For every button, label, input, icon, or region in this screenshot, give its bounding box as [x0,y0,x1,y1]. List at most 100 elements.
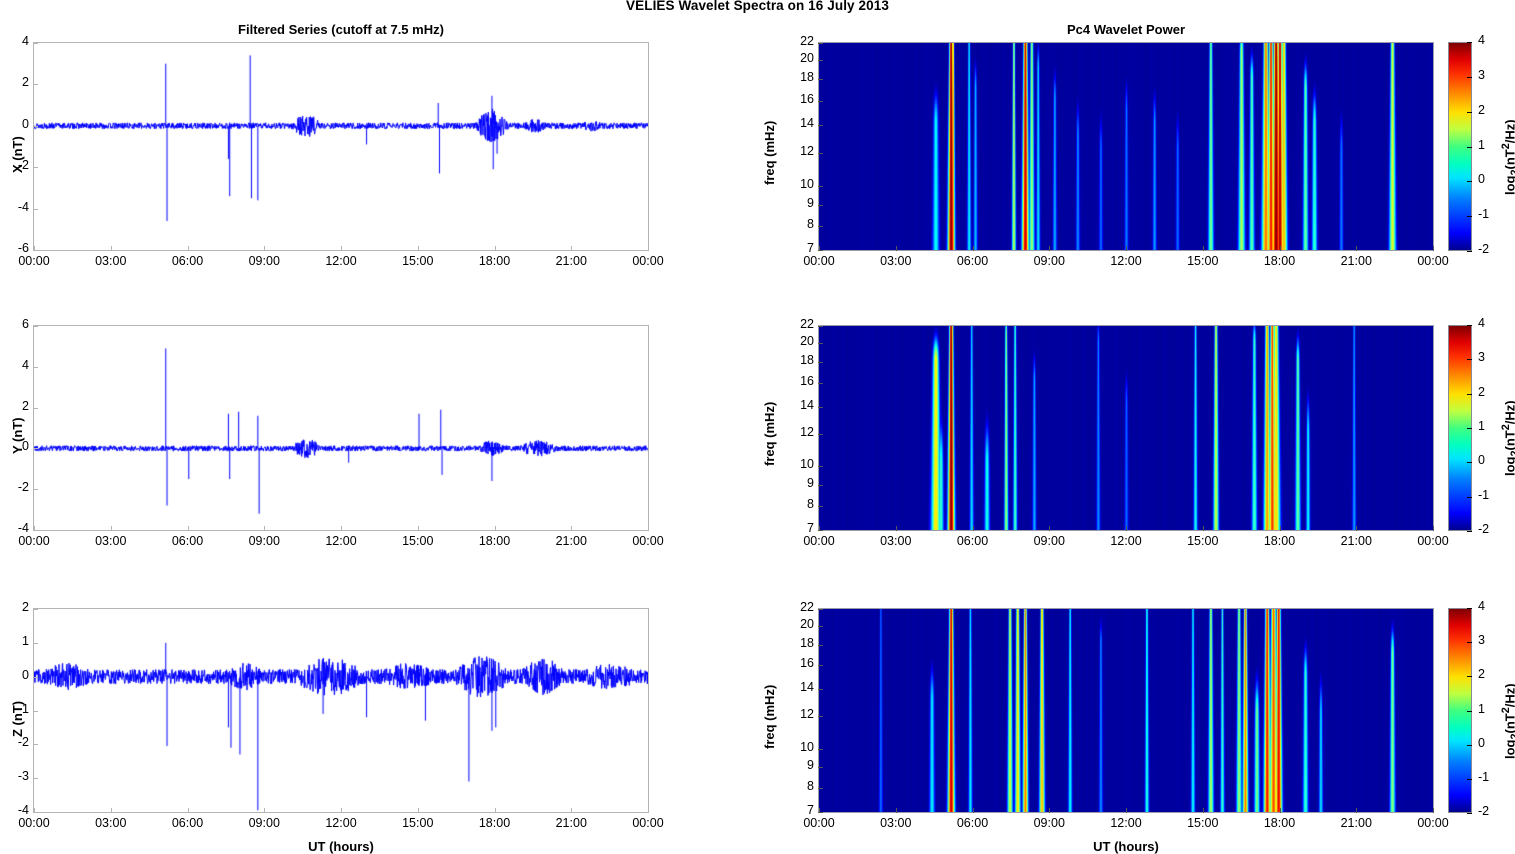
right-column-title: Pc4 Wavelet Power [1066,22,1185,37]
ftick-mark [818,748,823,750]
colorbar-tick-X-1: 1 [1478,137,1485,152]
ylabel-Y: Y (nT) [10,417,25,454]
xtick-mark [341,526,342,531]
xtick-mark [1202,246,1204,251]
ftick-label-Z-16: 16 [800,656,814,671]
xtick-label-09:00: 09:00 [248,816,280,830]
ftick-mark [818,716,823,718]
ytick-label-X-0: 0 [22,116,29,131]
ftick-mark [818,100,823,102]
ftick-label-X-22: 22 [800,34,814,48]
xlabel-right-column: UT (hours) [1093,839,1159,854]
xtick-mark [571,526,573,531]
ytick-mark [33,642,38,644]
xtick-label-06:00: 06:00 [171,254,204,268]
colorbar-tick-mark [1467,778,1472,780]
ytick-label-Y-4: 4 [22,357,29,372]
colorbar-label-Y: log2(nT2/Hz) [1500,400,1515,476]
colorbar-tick-mark [1467,146,1472,148]
xtick-mark [187,526,189,531]
xtick-mark [1049,526,1051,531]
xtick-mark [1126,808,1127,813]
xtick-mark [819,808,820,813]
ytick-mark [33,250,38,251]
xtick-label-21:00: 21:00 [555,534,587,548]
colorbar-tick-X--2: -2 [1478,242,1490,256]
xtick-mark [110,808,112,813]
xtick-label-15:00: 15:00 [402,534,434,548]
xtick-mark [1279,808,1281,813]
xtick-mark [819,526,820,531]
xtick-label-spec-12:00: 12:00 [1110,816,1142,830]
ftick-mark [818,812,823,813]
ftick-mark [818,225,823,227]
ftick-mark [818,185,823,187]
colorbar-tick-Y-0: 0 [1478,453,1485,468]
xtick-mark [1356,246,1358,251]
ftick-mark [818,250,823,251]
colorbar-label-X: log2(nT2/Hz) [1500,118,1515,195]
ftick-label-X-20: 20 [800,51,814,66]
xtick-label-spec-06:00: 06:00 [956,816,989,830]
ftick-label-Z-22: 22 [800,600,814,614]
xtick-label-spec-09:00: 09:00 [1033,534,1065,548]
xtick-label-spec-09:00: 09:00 [1033,254,1065,268]
xtick-label-21:00: 21:00 [555,254,587,268]
ytick-mark [33,407,38,409]
ytick-label-Z-1: 1 [22,633,29,648]
ftick-mark [818,79,823,81]
xtick-mark [1126,526,1127,531]
ytick-mark [33,43,38,44]
spectrogram-axes-Y [818,325,1434,531]
xtick-mark [264,526,266,531]
ftick-mark [818,406,823,408]
timeseries-axes-Z [33,608,649,813]
xtick-label-spec-12:00: 12:00 [1110,254,1142,268]
ytick-mark [33,489,38,491]
xtick-mark [1049,808,1051,813]
colorbar-tick-mark [1467,710,1472,712]
colorbar-tick-Z-4: 4 [1478,599,1485,613]
ytick-label-Z--4: -4 [17,803,29,817]
colorbar-tick-Z-2: 2 [1478,667,1485,682]
ftick-label-Y-18: 18 [800,352,814,367]
ftick-label-Y-10: 10 [800,457,814,472]
xtick-label-spec-06:00: 06:00 [956,254,989,268]
xtick-mark [1433,808,1434,813]
ftick-label-X-9: 9 [807,195,814,210]
ytick-mark [33,609,38,610]
ftick-label-Y-14: 14 [800,397,814,412]
xtick-mark [972,526,974,531]
ytick-mark [33,448,38,450]
xtick-label-spec-03:00: 03:00 [880,254,912,268]
xtick-mark [1279,526,1281,531]
xtick-label-spec-00:00: 00:00 [803,254,835,268]
ytick-mark [33,812,38,813]
xtick-mark [1126,246,1127,251]
colorbar-tick-mark [1467,76,1472,78]
xtick-mark [417,526,419,531]
ftick-label-X-12: 12 [800,143,814,158]
colorbar-tick-mark [1467,216,1472,218]
ytick-mark [33,208,38,210]
colorbar-tick-X-4: 4 [1478,33,1485,47]
xtick-mark [341,246,342,251]
xtick-label-12:00: 12:00 [325,254,357,268]
ytick-mark [33,125,38,127]
figure-main-title: VELIES Wavelet Spectra on 16 July 2013 [626,0,889,13]
colorbar-tick-mark [1467,181,1472,183]
ftick-mark [818,43,823,44]
colorbar-tick-Z-0: 0 [1478,735,1485,750]
xtick-mark [1202,526,1204,531]
spectrogram-image-Y [819,326,1433,530]
ytick-label-Z-2: 2 [22,600,29,614]
xtick-mark [494,526,496,531]
ytick-mark [33,530,38,531]
colorbar-tick-Z--1: -1 [1478,769,1490,784]
ytick-label-Y--4: -4 [17,521,29,535]
xtick-label-spec-15:00: 15:00 [1187,816,1219,830]
colorbar-tick-Y-3: 3 [1478,350,1485,365]
ftick-label-Z-20: 20 [800,616,814,631]
ftick-label-X-10: 10 [800,176,814,191]
colorbar-tick-mark [1467,744,1472,746]
